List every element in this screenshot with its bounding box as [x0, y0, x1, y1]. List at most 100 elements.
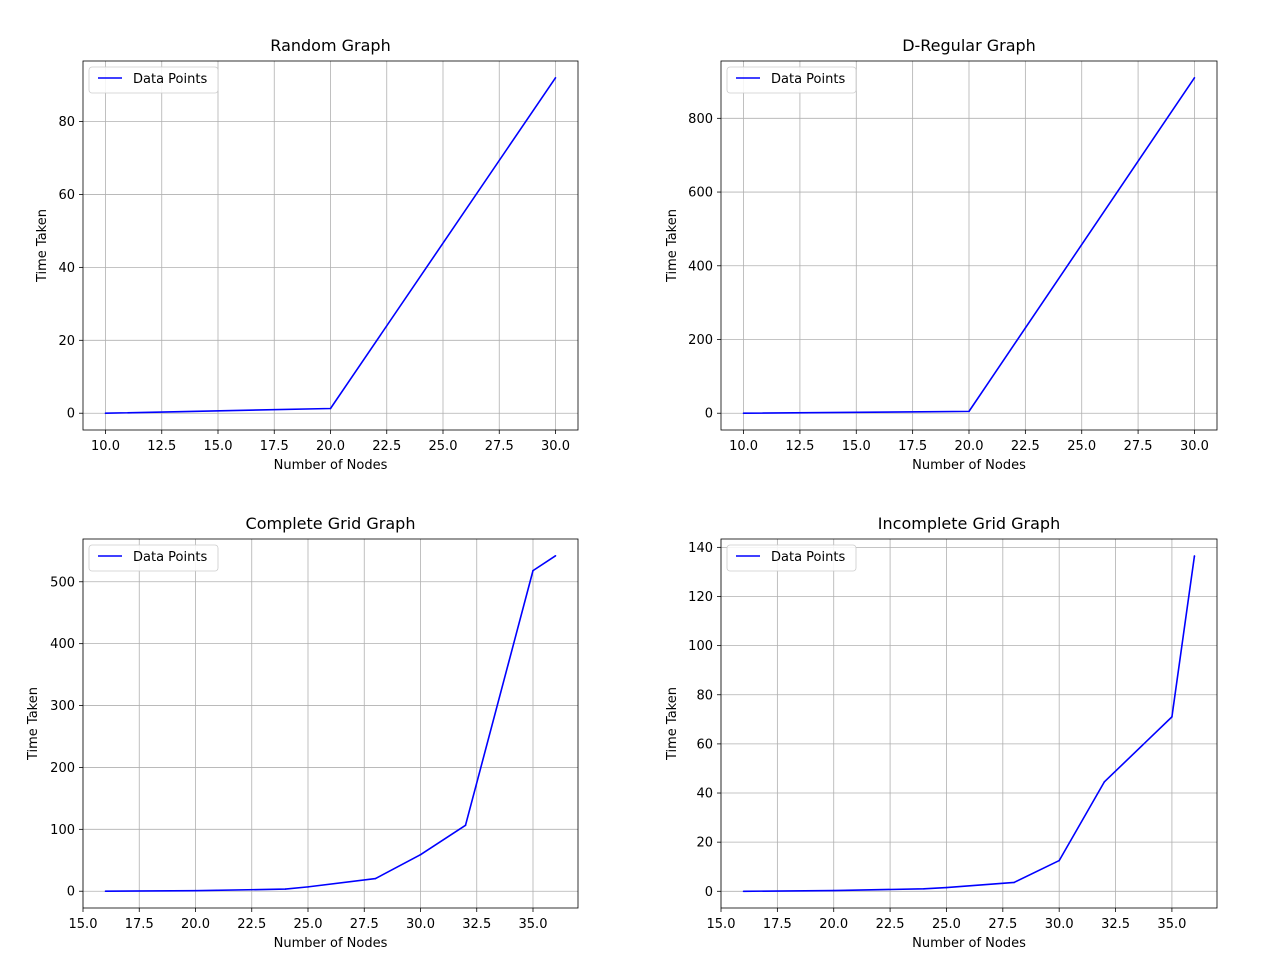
x-axis-label: Number of Nodes	[912, 936, 1026, 951]
x-tick-label: 17.5	[260, 439, 289, 454]
x-tick-label: 22.5	[237, 917, 266, 932]
data-point	[194, 889, 197, 892]
x-tick-label: 25.0	[1067, 439, 1096, 454]
x-tick-label: 15.0	[842, 439, 871, 454]
legend-box	[88, 544, 219, 572]
data-point	[284, 888, 287, 890]
data-point	[742, 412, 745, 415]
data-point	[968, 410, 970, 413]
y-tick-label: 500	[50, 575, 75, 590]
data-point	[1171, 716, 1173, 718]
chart-panel: 10.0 12.5 15.0 17.5 20.0 22.5 25.0 27.5 30.0 0 200…	[665, 36, 1218, 473]
y-tick-label: 80	[58, 115, 75, 130]
y-tick-label: 0	[705, 885, 713, 900]
chart-title: Complete Grid Graph	[246, 514, 416, 533]
x-tick-label: 17.5	[763, 917, 792, 932]
chart-panel: 15.0 17.5 20.0 22.5 25.0 27.5 30.0 32.5 35.0 0 100…	[26, 514, 579, 951]
x-tick-label: 15.0	[204, 439, 233, 454]
data-point	[554, 76, 557, 79]
x-tick-label: 15.0	[707, 917, 736, 932]
y-tick-label: 40	[58, 261, 75, 276]
x-tick-label: 35.0	[1157, 917, 1186, 932]
chart-panel: 15.0 17.5 20.0 22.5 25.0 27.5 30.0 32.5 35.0 0 20 4…	[665, 514, 1218, 951]
x-tick-label: 10.0	[729, 439, 758, 454]
x-axis-label: Number of Nodes	[912, 458, 1026, 473]
data-point	[104, 890, 107, 893]
x-tick-label: 30.0	[541, 439, 570, 454]
y-tick-label: 200	[688, 333, 713, 348]
x-tick-label: 17.5	[125, 917, 154, 932]
y-tick-label: 140	[688, 541, 713, 556]
y-tick-label: 40	[696, 787, 713, 802]
data-point	[419, 853, 422, 856]
chart-title: Incomplete Grid Graph	[878, 514, 1060, 533]
y-tick-label: 200	[50, 761, 75, 776]
chart-title: Random Graph	[270, 36, 390, 55]
y-tick-label: 0	[705, 407, 713, 422]
data-point	[1103, 781, 1106, 783]
legend-box	[726, 544, 857, 572]
x-tick-label: 27.5	[988, 917, 1017, 932]
x-tick-label: 22.5	[876, 917, 905, 932]
x-tick-label: 27.5	[350, 917, 379, 932]
y-tick-label: 100	[688, 639, 713, 654]
data-series-line	[105, 555, 556, 893]
x-tick-label: 20.0	[181, 917, 210, 932]
x-tick-label: 30.0	[1045, 917, 1074, 932]
y-axis-label: Time Taken	[26, 687, 41, 761]
y-tick-label: 300	[50, 699, 75, 714]
legend-box	[88, 66, 219, 94]
y-tick-label: 100	[50, 823, 75, 838]
x-tick-label: 10.0	[91, 439, 120, 454]
data-point	[464, 824, 467, 827]
y-tick-label: 0	[67, 407, 75, 422]
y-tick-label: 400	[688, 259, 713, 274]
x-tick-label: 20.0	[819, 917, 848, 932]
x-tick-label: 25.0	[294, 917, 323, 932]
y-axis-label: Time Taken	[665, 687, 680, 761]
data-point	[923, 888, 925, 890]
legend-label: Data Points	[133, 550, 207, 565]
y-tick-label: 80	[696, 688, 713, 703]
y-tick-label: 600	[688, 186, 713, 201]
x-tick-label: 27.5	[1124, 439, 1153, 454]
data-point	[832, 889, 835, 892]
y-tick-label: 60	[696, 737, 713, 752]
data-point	[532, 569, 534, 572]
x-tick-label: 12.5	[147, 439, 176, 454]
data-point	[554, 554, 557, 557]
legend-label: Data Points	[771, 72, 845, 87]
y-tick-label: 60	[58, 188, 75, 203]
y-axis-label: Time Taken	[35, 209, 50, 283]
legend-label: Data Points	[771, 550, 845, 565]
legend-box	[726, 66, 857, 94]
x-tick-label: 17.5	[898, 439, 927, 454]
chart-panel: 10.0 12.5 15.0 17.5 20.0 22.5 25.0 27.5 30.0 0 20 4…	[35, 36, 579, 473]
x-axis-label: Number of Nodes	[274, 458, 388, 473]
chart-title: D-Regular Graph	[902, 36, 1036, 55]
x-tick-label: 20.0	[955, 439, 984, 454]
axes-frame	[720, 538, 1218, 909]
x-tick-label: 25.0	[932, 917, 961, 932]
data-point	[945, 886, 948, 889]
x-tick-label: 35.0	[519, 917, 548, 932]
y-tick-label: 0	[67, 885, 75, 900]
x-tick-label: 32.5	[1101, 917, 1130, 932]
x-tick-label: 30.0	[406, 917, 435, 932]
y-axis-label: Time Taken	[665, 209, 680, 283]
data-point	[374, 877, 377, 880]
data-point	[742, 890, 745, 893]
x-tick-label: 32.5	[462, 917, 491, 932]
x-tick-label: 27.5	[485, 439, 514, 454]
x-tick-label: 20.0	[316, 439, 345, 454]
data-series-line	[743, 555, 1196, 893]
data-point	[329, 407, 332, 410]
data-point	[1193, 76, 1196, 79]
data-point	[1193, 555, 1196, 557]
y-tick-label: 20	[696, 836, 713, 851]
x-tick-label: 30.0	[1180, 439, 1209, 454]
data-point	[1058, 859, 1060, 862]
data-point	[104, 412, 107, 415]
x-tick-label: 15.0	[69, 917, 98, 932]
